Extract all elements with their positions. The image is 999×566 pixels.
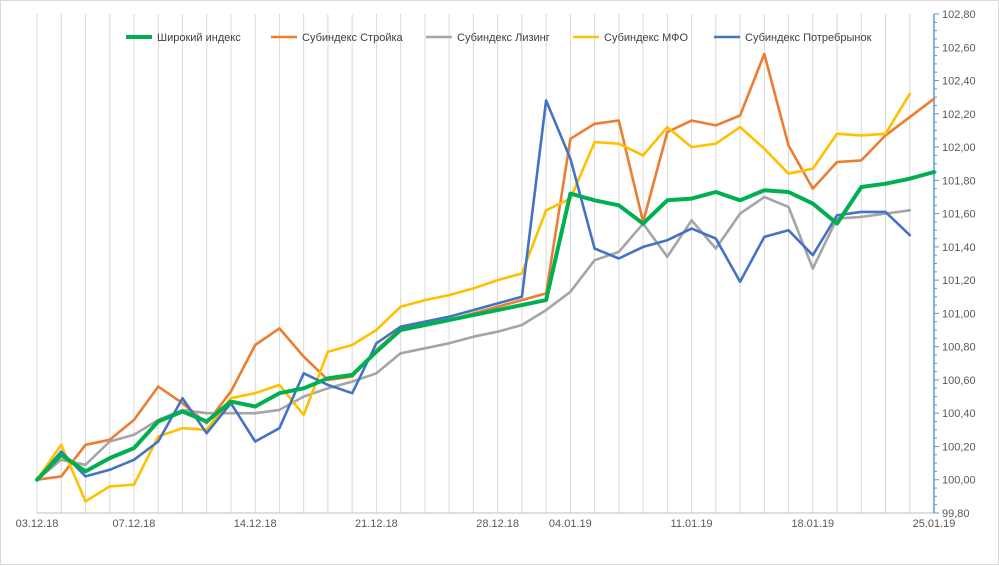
x-tick-label: 07.12.18: [113, 518, 156, 530]
y-tick-label: 102,20: [942, 109, 976, 121]
series-line-5: [35, 99, 912, 482]
y-tick-label: 100,40: [942, 408, 976, 420]
series-line-2: [35, 52, 936, 482]
y-tick-label: 102,60: [942, 42, 976, 54]
x-tick-label: 28.12.18: [476, 518, 519, 530]
x-tick-label: 03.12.18: [16, 518, 59, 530]
y-tick-label: 100,80: [942, 342, 976, 354]
legend-label: Субиндекс МФО: [604, 32, 689, 44]
y-tick-label: 99,80: [942, 508, 970, 520]
y-tick-label: 101,60: [942, 209, 976, 221]
y-tick-label: 101,40: [942, 242, 976, 254]
y-tick-label: 100,60: [942, 375, 976, 387]
x-tick-label: 04.01.19: [549, 518, 592, 530]
series-lines: [35, 52, 936, 503]
series-line-1: [35, 170, 936, 482]
x-tick-label: 14.12.18: [234, 518, 277, 530]
y-tick-label: 102,00: [942, 142, 976, 154]
legend-label: Широкий индекс: [157, 32, 241, 44]
y-tick-label: 100,20: [942, 441, 976, 453]
axes: 99,80 100,00 100,20 100,40 100,60 100,80 101,0…: [16, 9, 976, 530]
gridlines: [36, 14, 935, 513]
series-line-4: [35, 92, 912, 503]
y-tick-label: 102,40: [942, 76, 976, 88]
y-tick-label: 101,20: [942, 275, 976, 287]
legend-label: Субиндекс Стройка: [302, 32, 404, 44]
legend-label: Субиндекс Потребрынок: [745, 32, 872, 44]
legend: Широкий индекс Субиндекс Стройка Субиндекс…: [126, 32, 872, 44]
legend-label: Субиндекс Лизинг: [457, 32, 550, 44]
y-tick-label: 100,00: [942, 475, 976, 487]
x-tick-label: 18.01.19: [791, 518, 834, 530]
x-tick-label: 11.01.19: [671, 518, 713, 530]
x-tick-label: 21.12.18: [355, 518, 398, 530]
y-tick-label: 102,80: [942, 9, 976, 21]
x-tick-label: 25.01.19: [913, 518, 956, 530]
y-tick-label: 101,00: [942, 308, 976, 320]
y-tick-label: 101,80: [942, 175, 976, 187]
